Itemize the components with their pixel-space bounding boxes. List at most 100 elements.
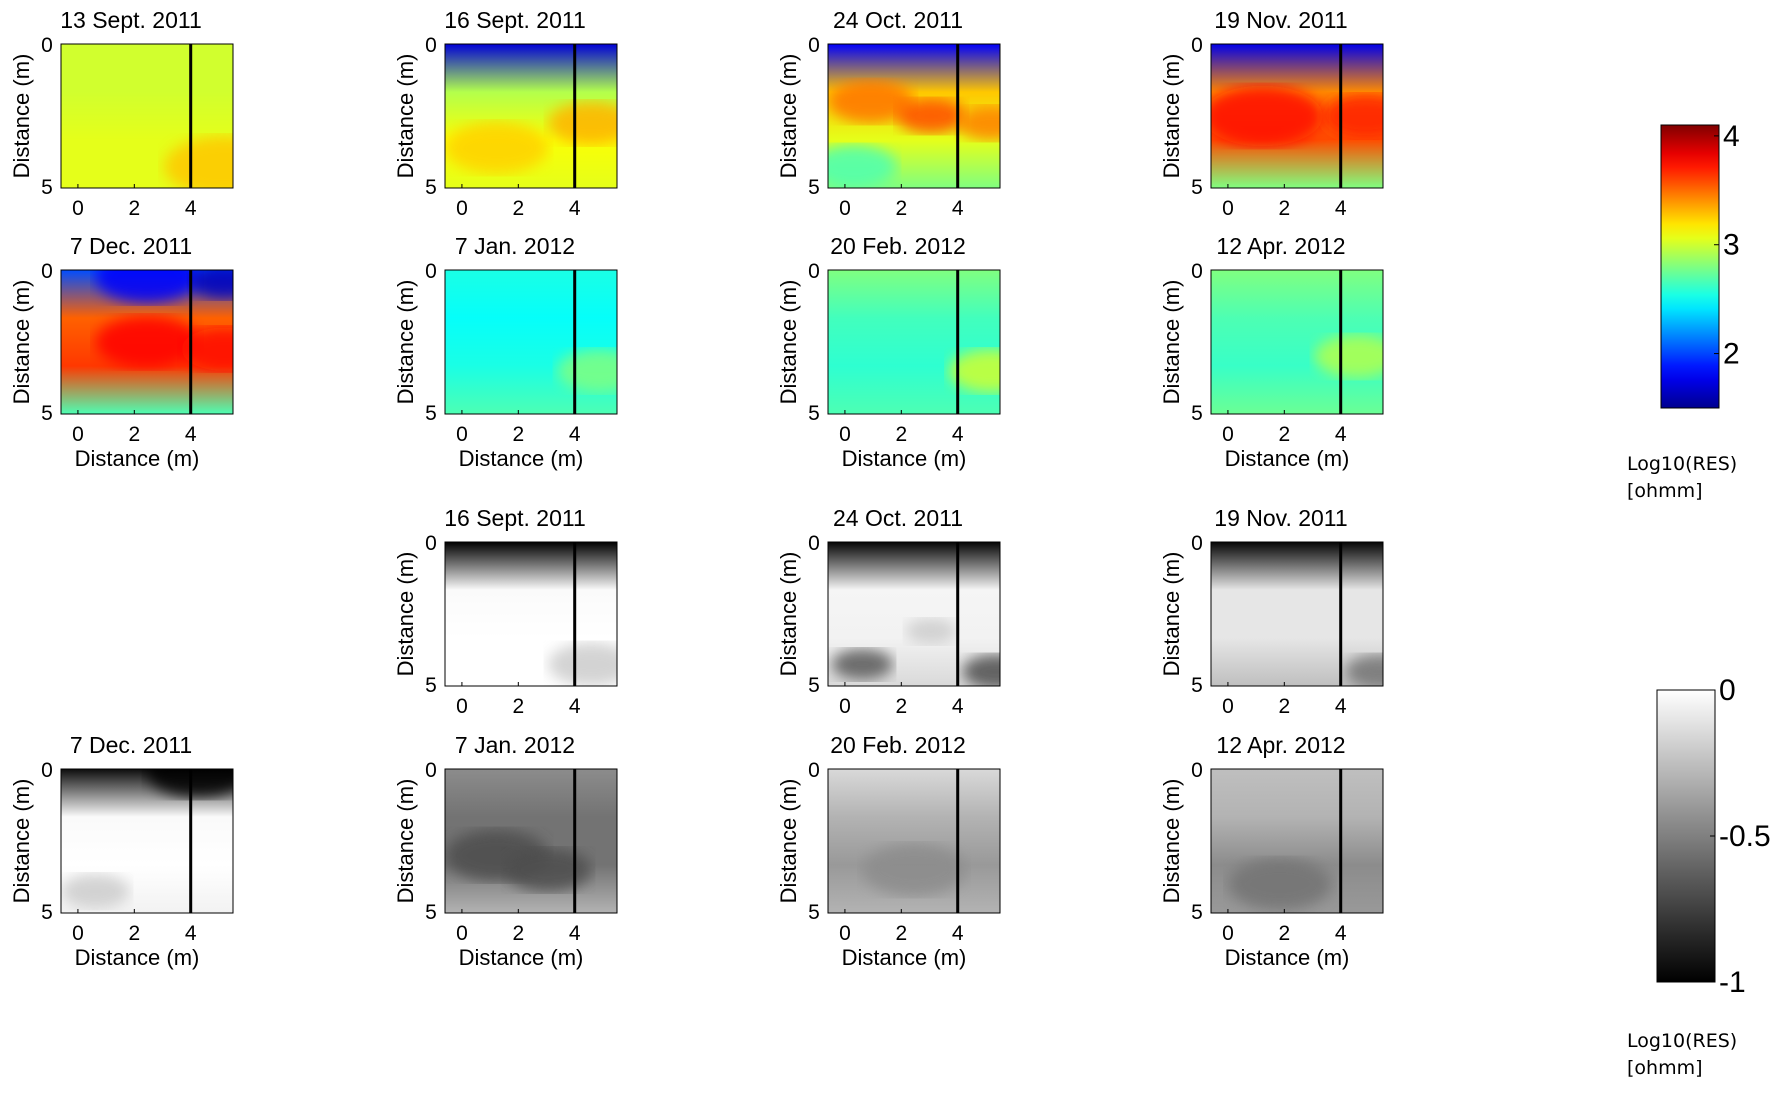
colorbar-gray-tick-2: -1 xyxy=(1719,966,1746,999)
res-panel-0-xtick-4: 4 xyxy=(185,197,197,220)
res-panel-7-ytick-5: 5 xyxy=(1191,402,1203,425)
res-panel-2-blob-2 xyxy=(828,144,897,188)
res-panel-4-xtick-4: 4 xyxy=(185,423,197,446)
colorbar-jet-label-line2: [ohmm] xyxy=(1627,480,1703,502)
colorbar-gray-bar xyxy=(1656,689,1716,983)
ratio-panel-3-title: 7 Dec. 2011 xyxy=(70,732,192,758)
res-panel-7-frame xyxy=(1210,269,1384,415)
res-panel-7-ytick-0: 0 xyxy=(1191,260,1203,283)
res-panel-5-xtick-2: 2 xyxy=(512,423,524,446)
colorbar-gray-tick-0: 0 xyxy=(1719,674,1736,707)
ratio-panel-2-xtick-0: 0 xyxy=(1222,695,1234,718)
colorbar-gray-label-line2: [ohmm] xyxy=(1627,1057,1703,1079)
res-panel-1-ytick-0: 0 xyxy=(425,34,437,57)
res-panel-2-frame xyxy=(827,43,1001,189)
ratio-panel-5-ylabel: Distance (m) xyxy=(776,779,801,904)
res-panel-6-title: 20 Feb. 2012 xyxy=(830,233,966,259)
res-panel-0-xtick-0: 0 xyxy=(72,197,84,220)
ratio-panel-1-xtick-0: 0 xyxy=(839,695,851,718)
ratio-panel-6-xtick-2: 2 xyxy=(1278,922,1290,945)
colorbar-gray-tick-1: -0.5 xyxy=(1719,820,1771,853)
ratio-panel-6-ylabel: Distance (m) xyxy=(1159,779,1184,904)
res-panel-4-xtick-0: 0 xyxy=(72,423,84,446)
res-panel-0-xtick-2: 2 xyxy=(128,197,140,220)
ratio-panel-6-frame xyxy=(1210,768,1384,914)
ratio-panel-0-ytick-0: 0 xyxy=(425,532,437,555)
ratio-panel-4-xtick-0: 0 xyxy=(456,922,468,945)
res-panel-5-xtick-4: 4 xyxy=(569,423,581,446)
ratio-panel-2-ytick-0: 0 xyxy=(1191,532,1203,555)
ratio-panel-4-ylabel: Distance (m) xyxy=(393,779,418,904)
res-panel-5-xtick-0: 0 xyxy=(456,423,468,446)
colorbar-jet-tick-2: 4 xyxy=(1723,120,1740,153)
res-panel-4-xlabel: Distance (m) xyxy=(75,446,200,471)
ratio-panel-2-ylabel: Distance (m) xyxy=(1159,552,1184,677)
ratio-panel-4-xtick-4: 4 xyxy=(569,922,581,945)
ratio-panel-3-blob-0 xyxy=(61,874,130,909)
ratio-panel-5-title: 20 Feb. 2012 xyxy=(830,732,966,758)
ratio-panel-5-xtick-2: 2 xyxy=(895,922,907,945)
res-panel-4-ytick-5: 5 xyxy=(41,402,53,425)
ratio-panel-6-field xyxy=(1211,769,1383,913)
ratio-panel-2-xtick-2: 2 xyxy=(1278,695,1290,718)
res-panel-3-ylabel: Distance (m) xyxy=(1159,54,1184,179)
res-panel-4-blob-3 xyxy=(181,327,233,371)
res-panel-3-xtick-0: 0 xyxy=(1222,197,1234,220)
res-panel-3-frame xyxy=(1210,43,1384,189)
res-panel-0-blob-0 xyxy=(164,136,233,188)
res-panel-4-blob-1 xyxy=(190,270,233,299)
ratio-panel-0-field xyxy=(445,542,617,686)
res-panel-2-ytick-5: 5 xyxy=(808,176,820,199)
res-panel-2-ylabel: Distance (m) xyxy=(776,54,801,179)
ratio-panel-6-blob-0 xyxy=(1228,858,1332,911)
res-panel-3-field xyxy=(1211,44,1383,188)
res-panel-4-field xyxy=(61,270,233,414)
ratio-panel-6-xtick-4: 4 xyxy=(1335,922,1347,945)
ratio-panel-6-ytick-5: 5 xyxy=(1191,901,1203,924)
res-panel-6-ytick-0: 0 xyxy=(808,260,820,283)
ratio-panel-0-ytick-5: 5 xyxy=(425,674,437,697)
ratio-panel-3-xtick-4: 4 xyxy=(185,922,197,945)
ratio-panel-0-xtick-0: 0 xyxy=(456,695,468,718)
ratio-panel-0-title: 16 Sept. 2011 xyxy=(444,505,586,531)
colorbar-jet-label: Log10(RES) [ohmm] xyxy=(1627,451,1737,505)
res-panel-6-xtick-2: 2 xyxy=(895,423,907,446)
ratio-panel-1-field xyxy=(828,542,1000,686)
ratio-panel-2-frame xyxy=(1210,541,1384,687)
ratio-panel-0-blob-0 xyxy=(548,642,617,686)
ratio-panel-3-frame xyxy=(60,768,234,914)
ratio-panel-2-xtick-4: 4 xyxy=(1335,695,1347,718)
ratio-panel-1-xtick-4: 4 xyxy=(952,695,964,718)
res-panel-1-blob-0 xyxy=(445,121,549,174)
ratio-panel-4-title: 7 Jan. 2012 xyxy=(455,732,575,758)
ratio-panel-4-ytick-5: 5 xyxy=(425,901,437,924)
res-panel-6-xtick-4: 4 xyxy=(952,423,964,446)
res-panel-3-blob-1 xyxy=(1322,94,1383,138)
colorbar-gray-label: Log10(RES) [ohmm] xyxy=(1627,1028,1737,1082)
res-panel-7-xtick-0: 0 xyxy=(1222,423,1234,446)
ratio-panel-4-xlabel: Distance (m) xyxy=(459,945,584,970)
res-panel-5-field xyxy=(445,270,617,414)
ratio-panel-0-xtick-2: 2 xyxy=(512,695,524,718)
ratio-panel-5-blob-0 xyxy=(862,843,966,896)
ratio-panel-4-ytick-0: 0 xyxy=(425,759,437,782)
res-panel-7-blob-0 xyxy=(1314,334,1383,378)
res-panel-3-ytick-5: 5 xyxy=(1191,176,1203,199)
ratio-panel-5-xtick-4: 4 xyxy=(952,922,964,945)
res-panel-4-frame xyxy=(60,269,234,415)
ratio-panel-2-ytick-5: 5 xyxy=(1191,674,1203,697)
ratio-panel-6-xlabel: Distance (m) xyxy=(1225,945,1350,970)
ratio-panel-3-ytick-5: 5 xyxy=(41,901,53,924)
res-panel-4-blob-0 xyxy=(95,270,199,304)
ratio-panel-2-blob-0 xyxy=(1345,654,1383,686)
ratio-panel-1-blob-0 xyxy=(831,648,894,680)
res-panel-1-blob-1 xyxy=(548,101,617,145)
res-panel-5-title: 7 Jan. 2012 xyxy=(455,233,575,259)
ratio-panel-5-frame xyxy=(827,768,1001,914)
res-panel-0-ytick-0: 0 xyxy=(41,34,53,57)
colorbar-jet-tick-0: 2 xyxy=(1723,338,1740,371)
ratio-panel-3-xtick-2: 2 xyxy=(128,922,140,945)
res-panel-7-xlabel: Distance (m) xyxy=(1225,446,1350,471)
